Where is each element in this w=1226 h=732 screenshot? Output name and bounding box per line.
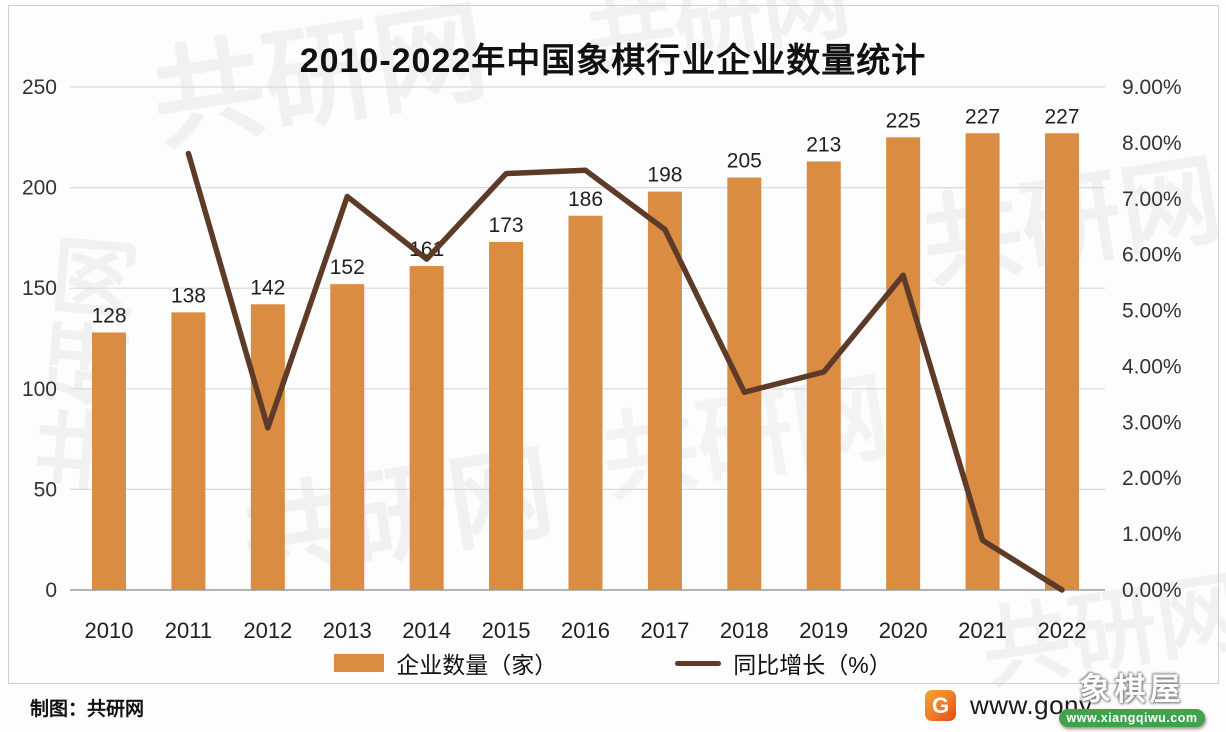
right-axis-tick-label: 6.00% [1122,244,1182,267]
bar-value-label: 186 [568,188,603,211]
bar-2016 [568,215,603,590]
source-site: G www.gony [925,690,1093,721]
bar-value-label: 227 [965,105,1000,128]
line-series-swatch [675,660,722,666]
chart-frame [8,5,1219,684]
x-axis-category-label: 2020 [879,618,928,643]
left-axis-tick-label: 250 [22,76,57,99]
right-axis-tick-label: 7.00% [1122,188,1182,211]
bar-2021 [965,133,1000,590]
x-axis-category-label: 2019 [799,618,848,643]
x-axis-category-label: 2022 [1038,618,1087,643]
chart-title: 2010-2022年中国象棋行业企业数量统计 [299,42,927,80]
bar-2020 [886,137,921,591]
x-axis-category-label: 2021 [958,618,1007,643]
x-axis-category-label: 2017 [640,618,689,643]
combo-chart-plot: 0 50 100 150 200 250 0.00% 1.00% 2.00% 3.00% 4.00%… [22,76,1182,643]
x-axis-category-label: 2016 [561,618,610,643]
bar-2014 [409,266,444,590]
right-axis-tick-label: 9.00% [1122,76,1182,99]
bar-value-label: 227 [1044,105,1079,128]
bar-2015 [489,241,524,590]
x-axis-category-label: 2015 [482,618,531,643]
bar-2018 [727,177,762,591]
right-axis-tick-label: 0.00% [1122,579,1182,602]
right-axis-tick-label: 5.00% [1122,300,1182,323]
left-axis-tick-label: 0 [45,579,57,602]
legend-item-line-series: 同比增长（%） [675,646,892,680]
bar-2013 [330,284,365,590]
growth-line [185,150,1065,593]
right-axis-tick-label: 2.00% [1122,467,1182,490]
gonyan-logo-icon: G [925,690,956,721]
bar-value-label: 225 [886,109,921,132]
source-site-url: www.gony [970,690,1093,720]
legend-bar-label: 企业数量（家） [396,652,558,678]
right-axis-tick-label: 4.00% [1122,355,1182,378]
bar-2022 [1045,133,1079,590]
right-axis-tick-label: 3.00% [1122,411,1182,434]
x-axis-category-label: 2013 [323,618,372,643]
bar-2011 [171,312,206,590]
bar-value-label: 142 [250,276,285,299]
right-axis-tick-label: 8.00% [1122,132,1182,155]
x-axis-category-label: 2010 [85,618,134,643]
bar-value-label: 173 [489,214,524,237]
left-axis-tick-label: 100 [22,378,57,401]
legend-item-bar-series: 企业数量（家） [334,646,557,680]
left-axis-tick-label: 200 [22,177,57,200]
left-axis-tick-label: 50 [34,478,57,501]
bar-value-label: 205 [727,150,762,173]
bar-value-label: 138 [171,284,206,307]
right-axis-tick-label: 1.00% [1122,523,1182,546]
bar-value-label: 128 [91,304,126,327]
x-axis-category-label: 2014 [402,618,451,643]
bar-value-label: 152 [330,256,365,279]
bar-value-label: 213 [806,133,841,156]
bar-series-swatch [334,654,385,672]
chart-legend: 企业数量（家） 同比增长（%） [0,646,1226,680]
bar-2012 [250,304,285,590]
bar-2010 [92,332,126,590]
x-axis-category-label: 2018 [720,618,769,643]
legend-line-label: 同比增长（%） [733,652,892,678]
x-axis-category-label: 2011 [165,618,212,643]
left-axis-tick-label: 150 [22,277,57,300]
chart-credit: 制图：共研网 [30,699,145,720]
x-axis-category-label: 2012 [243,618,292,643]
bar-value-label: 198 [647,164,682,187]
